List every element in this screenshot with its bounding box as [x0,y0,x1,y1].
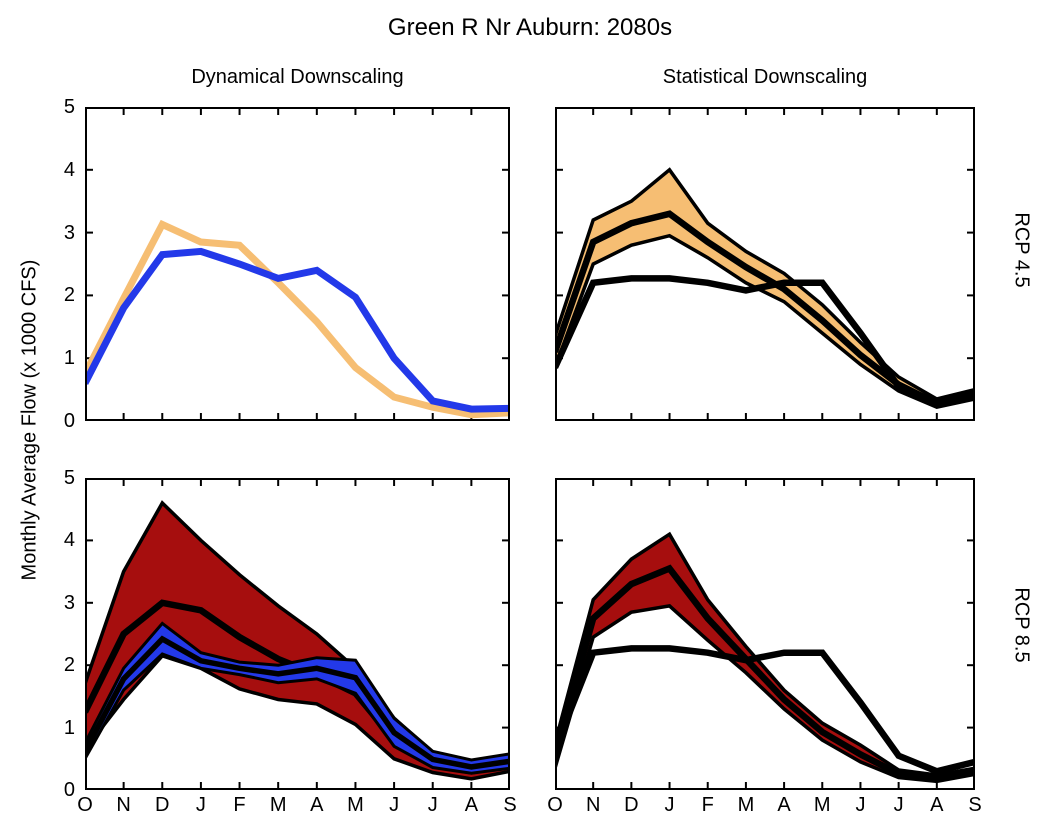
y-tick-label: 1 [63,347,75,370]
x-tick-label: M [813,794,831,816]
rcp85-statistical-range-upper-edge [555,531,975,777]
row-label-rcp85: RCP 8.5 [1010,587,1033,663]
rcp85-statistical-range-lower-edge [555,604,975,784]
axis-box [85,107,510,421]
y-tick-label: 3 [63,221,75,244]
rcp85-statistical-range-fill [555,534,975,782]
column-title-dynamical: Dynamical Downscaling [191,66,404,88]
x-tick-label: O [547,794,563,816]
y-tick-label: 2 [63,654,75,677]
x-tick-label: F [701,794,714,816]
y-axis-label: Monthly Average Flow (x 1000 CFS) [18,259,41,581]
y-tick-label: 1 [63,716,75,739]
y-tick-label: 0 [63,779,75,801]
y-tick-label: 5 [63,96,75,118]
y-tick-label: 0 [63,410,75,432]
x-tick-label: D [155,794,170,816]
x-tick-label: O [77,794,93,816]
x-tick-label: M [347,794,364,816]
rcp45-dynamical-flow-line [85,219,510,419]
x-tick-label: J [389,794,400,816]
historical-dynamical-range-lower-edge [85,652,510,775]
x-tick-label: S [968,794,982,816]
rcp85-dynamical-range-fill [85,503,510,779]
plot-statistical-rcp85 [555,478,975,790]
y-tick-label: 5 [63,467,75,489]
x-tick-label: N [116,794,131,816]
rcp45-statistical-range-lower-edge [555,233,975,410]
historical-baseline-line [555,645,975,775]
x-tick-label: J [195,794,206,816]
x-tick-label: A [310,794,324,816]
historical-dynamical-range-upper-edge [85,621,510,762]
rcp85-statistical-mean-line [555,564,975,782]
axis-box [555,478,975,790]
rcp85-dynamical-range-lower-edge [85,653,510,781]
x-tick-label: J [893,794,904,816]
column-title-statistical: Statistical Downscaling [662,66,868,88]
plot-dynamical-rcp85 [85,478,510,790]
axis-box [85,478,510,790]
x-tick-label: D [624,794,639,816]
x-tick-label: A [464,794,479,816]
plot-dynamical-rcp45 [85,107,510,421]
x-tick-label: M [269,794,287,816]
x-tick-label: S [503,794,517,816]
x-tick-label: A [777,794,791,816]
x-tick-label: A [930,794,944,816]
y-tick-label: 4 [63,529,75,552]
historical-dynamical-flow-line [85,247,510,413]
historical-dynamical-mean-line [85,635,510,770]
historical-baseline-line [555,275,975,406]
y-tick-label: 4 [63,158,75,181]
x-tick-label: J [427,794,438,816]
figure-title: Green R Nr Auburn: 2080s [387,14,673,41]
x-tick-label: M [737,794,755,816]
plot-statistical-rcp45 [555,107,975,421]
x-tick-label: J [664,794,675,816]
historical-dynamical-range-fill [85,623,510,774]
y-tick-label: 3 [63,591,75,614]
x-tick-label: J [855,794,866,816]
axis-box [555,107,975,421]
x-tick-label: F [233,794,246,816]
x-tick-label: N [585,794,601,816]
rcp45-statistical-range-upper-edge [555,167,975,401]
row-label-rcp45: RCP 4.5 [1010,212,1033,288]
y-tick-label: 2 [63,284,75,307]
